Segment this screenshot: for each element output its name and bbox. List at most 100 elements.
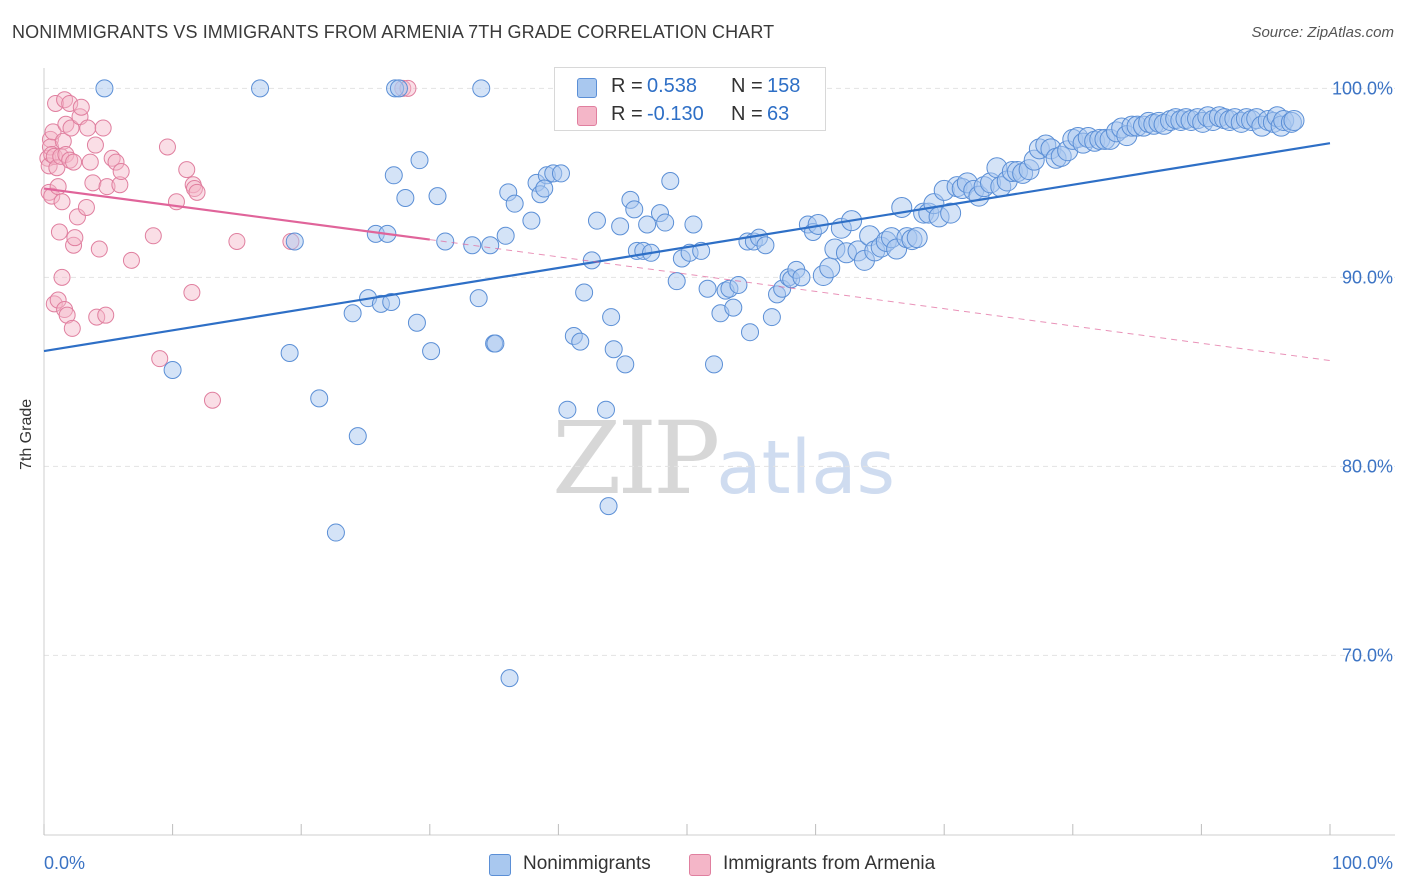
nonimmigrant-point <box>667 272 686 291</box>
nonimmigrant-point <box>389 79 408 98</box>
stats-row-nonimmigrants: R = 0.538 N = 158 <box>555 73 825 101</box>
y-tick-label: 70.0% <box>1342 645 1393 665</box>
armenia-point <box>98 178 116 196</box>
r-label: R = <box>611 75 643 97</box>
nonimmigrant-point <box>940 202 962 224</box>
nonimmigrant-point <box>163 361 182 379</box>
nonimmigrant-point <box>551 164 570 183</box>
nonimmigrant-point <box>661 171 680 190</box>
armenia-point <box>84 174 102 192</box>
nonimmigrant-point <box>558 400 577 419</box>
armenia-point <box>54 132 72 150</box>
nonimmigrant-point <box>611 217 630 236</box>
nonimmigrant-point <box>762 308 781 327</box>
series-legend: Nonimmigrants Immigrants from Armenia <box>0 852 1406 880</box>
nonimmigrant-point <box>656 213 675 232</box>
nonimmigrant-point <box>596 400 615 419</box>
armenia-trendline <box>43 187 430 241</box>
nonimmigrant-point <box>602 308 621 327</box>
y-axis-label: 7th Grade <box>18 398 35 470</box>
nonimmigrant-point <box>638 215 657 234</box>
nonimmigrant-point <box>463 236 482 255</box>
nonimmigrant-point <box>729 275 748 294</box>
x-tick-label: 0.0% <box>44 853 85 873</box>
y-tick-label: 100.0% <box>1332 78 1393 98</box>
nonimmigrant-point <box>535 179 554 198</box>
nonimmigrant-point <box>522 211 541 230</box>
armenia-point <box>107 153 125 171</box>
nonimmigrants-swatch <box>577 78 597 98</box>
armenia-point <box>158 138 176 156</box>
nonimmigrant-point <box>285 232 304 251</box>
n-label: N = <box>731 75 763 97</box>
armenia-point <box>94 119 112 137</box>
armenia-point <box>48 159 66 177</box>
armenia-point <box>86 136 104 154</box>
armenia-point <box>112 163 130 181</box>
armenia-point <box>111 176 129 194</box>
nonimmigrant-point <box>410 151 429 170</box>
armenia-point <box>151 350 169 368</box>
watermark: ZIPatlas <box>552 400 895 517</box>
watermark-atlas: atlas <box>716 425 896 511</box>
legend-label: Nonimmigrants <box>523 853 651 874</box>
nonimmigrant-point <box>575 283 594 302</box>
armenia-point <box>58 306 76 324</box>
nonimmigrant-point <box>500 669 519 688</box>
armenia-point <box>97 306 115 324</box>
r-value: 0.538 <box>647 75 698 97</box>
armenia-point <box>81 153 99 171</box>
armenia-point <box>63 319 81 337</box>
armenia-point <box>50 223 68 241</box>
armenia-point <box>62 119 80 137</box>
nonimmigrant-point <box>792 268 811 287</box>
armenia-trendline-extension <box>429 239 1331 362</box>
nonimmigrant-point <box>486 334 505 353</box>
nonimmigrant-point <box>280 343 299 362</box>
nonimmigrant-point <box>95 79 114 98</box>
armenia-point <box>122 251 140 269</box>
armenia-point <box>72 98 90 116</box>
nonimmigrant-point <box>343 304 362 323</box>
nonimmigrant-point <box>428 187 447 206</box>
nonimmigrant-point <box>906 227 928 249</box>
armenia-point <box>47 94 65 112</box>
x-tick-label: 100.0% <box>1332 853 1393 873</box>
armenia-point <box>228 232 246 250</box>
armenia-swatch <box>689 854 711 876</box>
armenia-point <box>53 268 71 286</box>
nonimmigrant-point <box>481 236 500 255</box>
y-tick-label: 90.0% <box>1342 267 1393 287</box>
armenia-point <box>90 240 108 258</box>
nonimmigrant-point <box>692 241 711 260</box>
nonimmigrant-point <box>326 523 345 542</box>
r-value: -0.130 <box>647 103 704 125</box>
nonimmigrant-point <box>741 323 760 342</box>
nonimmigrant-point <box>604 340 623 359</box>
armenia-point <box>77 198 95 216</box>
armenia-point <box>66 229 84 247</box>
nonimmigrant-point <box>348 427 367 446</box>
armenia-swatch <box>577 106 597 126</box>
nonimmigrant-point <box>251 79 270 98</box>
nonimmigrant-point <box>472 79 491 98</box>
nonimmigrant-point <box>1283 109 1305 131</box>
armenia-point <box>65 153 83 171</box>
nonimmigrant-point <box>382 292 401 311</box>
armenia-point <box>49 291 67 309</box>
nonimmigrant-point <box>684 215 703 234</box>
armenia-point <box>68 208 86 226</box>
armenia-point <box>53 193 71 211</box>
nonimmigrant-point <box>496 226 515 245</box>
armenia-point <box>79 119 97 137</box>
nonimmigrant-point <box>587 211 606 230</box>
n-label: N = <box>731 103 763 125</box>
stats-legend: R = 0.538 N = 158 R = -0.130 N = 63 <box>554 67 826 131</box>
nonimmigrant-point <box>819 257 841 279</box>
nonimmigrant-point <box>698 279 717 298</box>
n-value: 63 <box>767 103 790 125</box>
armenia-point <box>183 284 201 301</box>
armenia-point <box>43 187 61 205</box>
n-value: 158 <box>767 75 801 97</box>
